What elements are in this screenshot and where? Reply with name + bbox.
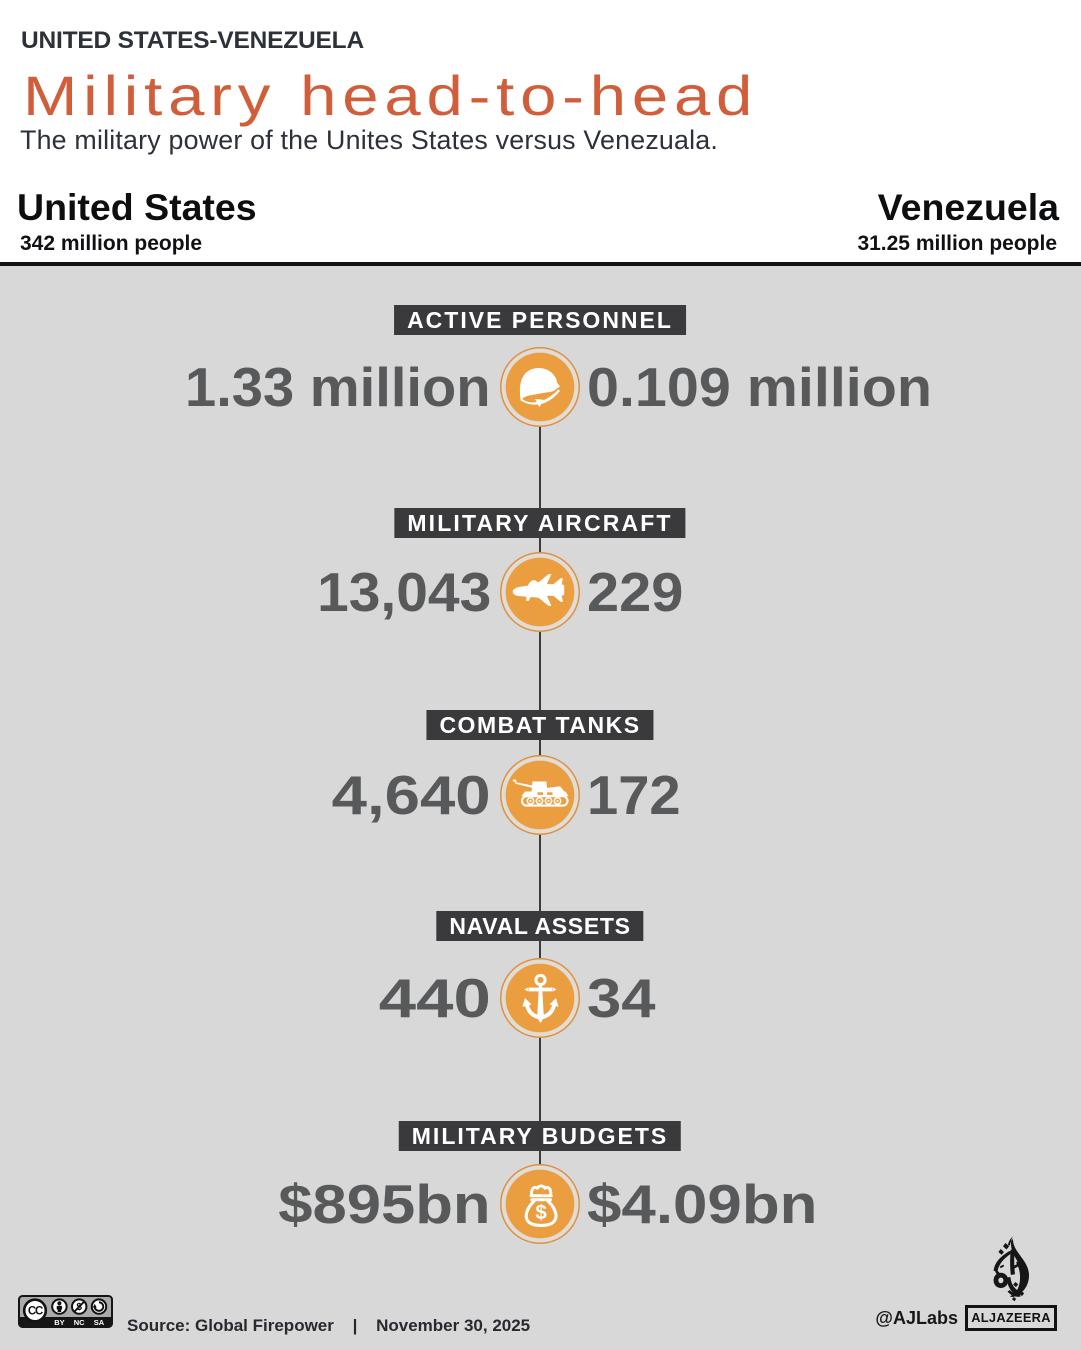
svg-text:NC: NC [74, 1318, 85, 1327]
svg-text:SA: SA [94, 1318, 105, 1327]
svg-text:CC: CC [28, 1306, 43, 1318]
svg-text:$: $ [535, 1201, 547, 1224]
svg-text:BY: BY [54, 1318, 64, 1327]
